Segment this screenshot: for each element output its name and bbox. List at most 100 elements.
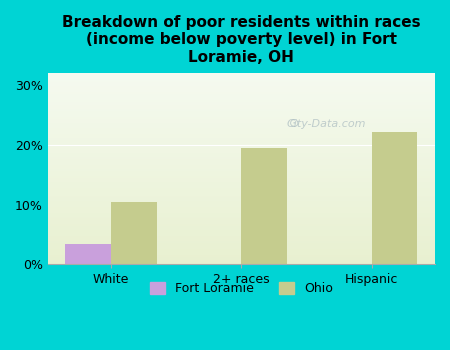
Bar [48,226,435,228]
Bar [48,234,435,236]
Bar [48,253,435,255]
Bar [48,100,435,101]
Bar [48,125,435,127]
Bar [48,186,435,188]
Bar [48,222,435,224]
Bar [48,152,435,153]
Bar [48,201,435,203]
Bar [48,132,435,134]
Bar [48,194,435,196]
Bar [65,244,111,265]
Bar [48,261,435,262]
Bar [48,238,435,239]
Bar [111,202,157,265]
Bar [48,236,435,238]
Bar [48,131,435,132]
Bar [48,123,435,125]
Bar [48,73,435,75]
Bar [48,80,435,83]
Bar [48,107,435,109]
Bar [48,115,435,117]
Bar [48,155,435,157]
Bar [48,170,435,173]
Bar [48,207,435,209]
Bar [48,217,435,218]
Bar [48,105,435,107]
Bar [48,190,435,192]
Bar [48,241,435,243]
Text: City-Data.com: City-Data.com [287,119,366,128]
Legend: Fort Loramie, Ohio: Fort Loramie, Ohio [145,277,338,300]
Bar [48,104,435,105]
Bar [48,199,435,201]
Bar [48,148,435,149]
Bar [48,188,435,190]
Bar [48,215,435,217]
Bar [48,146,435,148]
Bar [48,109,435,111]
Bar [48,209,435,211]
Bar [48,169,435,170]
Bar [48,142,435,144]
Bar [48,196,435,197]
Bar [48,136,435,138]
Bar [48,220,435,222]
Bar [48,232,435,234]
Bar [48,138,435,140]
Bar [48,134,435,136]
Bar [48,174,435,176]
Bar [48,228,435,230]
Bar [48,251,435,253]
Bar [48,249,435,251]
Bar [48,149,435,152]
Bar [48,205,435,207]
Bar [48,161,435,163]
Bar [48,84,435,86]
Bar [48,257,435,259]
Bar [48,127,435,128]
Bar [48,173,435,174]
Bar [48,255,435,257]
Bar [48,128,435,131]
Bar [48,203,435,205]
Bar [48,90,435,92]
Bar [48,119,435,121]
Bar [48,92,435,94]
Bar [48,211,435,213]
Bar [48,111,435,113]
Bar [48,102,435,104]
Bar [48,159,435,161]
Bar [48,262,435,265]
Bar [48,167,435,169]
Bar [48,165,435,167]
Bar [48,75,435,77]
Bar [372,132,418,265]
Bar [48,144,435,146]
Bar [48,213,435,215]
Bar [48,197,435,199]
Bar [48,121,435,123]
Bar [48,153,435,155]
Bar [48,182,435,184]
Bar [48,83,435,84]
Bar [48,157,435,159]
Bar [48,94,435,96]
Bar [48,88,435,90]
Bar [48,239,435,241]
Bar [48,77,435,79]
Bar [48,96,435,98]
Bar [48,176,435,178]
Bar [48,230,435,232]
Bar [48,140,435,142]
Bar [48,245,435,247]
Bar [48,180,435,182]
Bar [48,259,435,261]
Bar [48,113,435,115]
Bar [48,163,435,165]
Title: Breakdown of poor residents within races
(income below poverty level) in Fort
Lo: Breakdown of poor residents within races… [62,15,421,65]
Bar [48,86,435,88]
Bar [48,184,435,186]
Text: ⊙: ⊙ [288,117,299,130]
Bar [48,192,435,194]
Bar [48,79,435,80]
